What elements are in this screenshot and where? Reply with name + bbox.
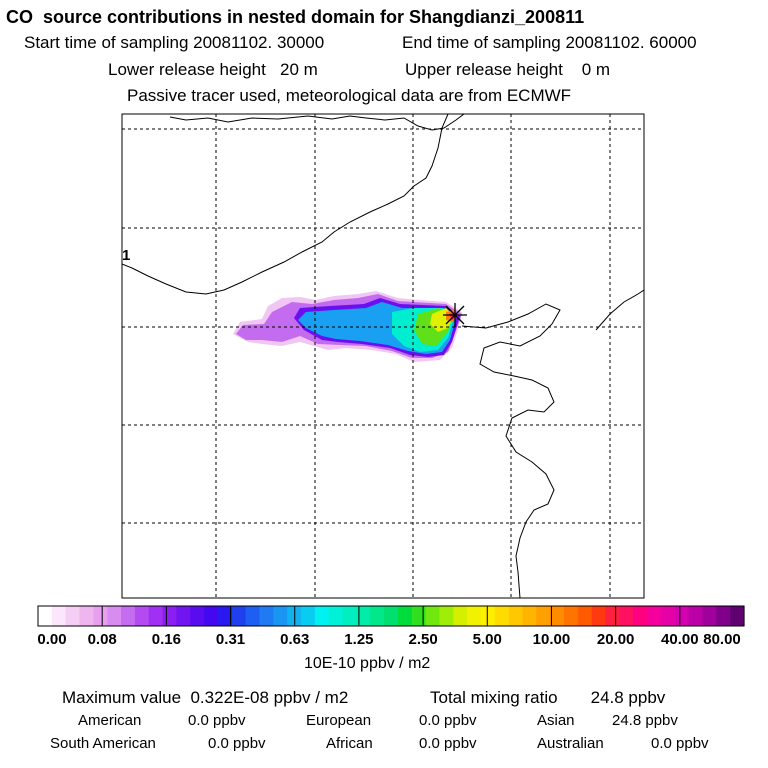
eastern-border-line xyxy=(122,114,449,295)
colorbar-tick-label: 0.31 xyxy=(215,631,246,648)
colorbar-swatch xyxy=(591,606,607,626)
colorbar-swatch xyxy=(439,606,454,626)
australian-value: 0.0 ppbv xyxy=(651,735,709,752)
colorbar-swatch xyxy=(273,606,288,626)
colorbar-swatch xyxy=(494,606,510,626)
colorbar-swatch xyxy=(342,606,357,626)
colorbar-swatch xyxy=(647,606,662,626)
sampling-end-label: End time of sampling 20081102. 60000 xyxy=(402,33,697,52)
colorbar-tick-label: 0.00 xyxy=(37,631,67,648)
colorbar-swatch xyxy=(162,606,178,626)
total-mixing-ratio: Total mixing ratio 24.8 ppbv xyxy=(430,688,666,707)
northern-border xyxy=(169,114,465,131)
colorbar-swatch xyxy=(134,606,150,626)
colorbar-swatch xyxy=(397,606,413,626)
colorbar-swatch xyxy=(702,606,717,626)
south-american-value: 0.0 ppbv xyxy=(208,735,266,752)
coastlines-and-borders xyxy=(122,114,644,598)
colorbar-swatch xyxy=(217,606,233,626)
colorbar-swatch xyxy=(660,606,676,626)
map-title: CO source contributions in nested domain… xyxy=(6,7,585,27)
colorbar-swatch xyxy=(633,606,648,626)
colorbar-swatch xyxy=(411,606,427,626)
colorbar-tick-label: 5.00 xyxy=(472,631,502,648)
colorbar-swatch xyxy=(674,606,690,626)
colorbar-swatch xyxy=(93,606,108,626)
colorbar-swatch xyxy=(619,606,634,626)
tracer-info: Passive tracer used, meteorological data… xyxy=(127,86,572,105)
colorbar-swatch xyxy=(716,606,731,626)
receptor-star-icon xyxy=(443,303,467,327)
colorbar-swatch xyxy=(508,606,524,626)
colorbar-swatch xyxy=(301,606,316,626)
colorbar-swatch xyxy=(65,606,81,626)
colorbar-swatch xyxy=(688,606,704,626)
colorbar-swatch xyxy=(730,606,745,626)
european-value: 0.0 ppbv xyxy=(419,712,477,729)
colorbar-swatch xyxy=(79,606,94,626)
asian-name: Asian xyxy=(537,712,575,729)
colorbar-tick-label: 40.00 xyxy=(661,631,699,648)
colorbar-swatch xyxy=(425,606,441,626)
colorbar-frame xyxy=(37,605,745,627)
colorbar-swatch xyxy=(176,606,191,626)
colorbar-swatch xyxy=(51,606,67,626)
colorbar-swatch xyxy=(550,606,565,626)
site-marker-label: 1 xyxy=(122,247,130,264)
american-name: American xyxy=(78,712,142,729)
colorbar-swatch xyxy=(328,606,344,626)
lower-release-height: Lower release height 20 m xyxy=(108,60,318,79)
colorbar-swatch xyxy=(522,606,537,626)
colorbar-swatch xyxy=(564,606,579,626)
colorbar-swatch xyxy=(148,606,164,626)
colorbar-swatch xyxy=(259,606,274,626)
colorbar-swatch xyxy=(577,606,593,626)
colorbar-swatch xyxy=(107,606,122,626)
colorbar-units: 10E-10 ppbv / m2 xyxy=(304,655,431,672)
colorbar-swatch xyxy=(605,606,621,626)
colorbar-tick-label: 20.00 xyxy=(596,631,635,648)
colorbar-tick-label: 0.63 xyxy=(280,631,310,648)
colorbar-swatch xyxy=(314,606,330,626)
colorbar-tick-label: 1.25 xyxy=(344,631,374,648)
colorbar xyxy=(37,605,745,627)
colorbar-tick-label: 0.16 xyxy=(151,631,181,648)
australian-name: Australian xyxy=(537,735,604,752)
colorbar-swatch xyxy=(356,606,371,626)
colorbar-swatch xyxy=(38,606,53,626)
colorbar-tick-label: 2.50 xyxy=(408,631,438,648)
colorbar-swatch xyxy=(204,606,219,626)
european-name: European xyxy=(306,712,372,729)
american-value: 0.0 ppbv xyxy=(188,712,246,729)
colorbar-swatch xyxy=(467,606,482,626)
map-frame xyxy=(121,113,645,599)
bohai-coastline xyxy=(461,303,561,598)
map-gridlines xyxy=(122,114,644,598)
colorbar-swatch xyxy=(231,606,247,626)
asian-value: 24.8 ppbv xyxy=(612,712,678,729)
colorbar-tick-label: 10.00 xyxy=(532,631,571,648)
upper-release-height: Upper release height 0 m xyxy=(405,60,611,79)
colorbar-swatch xyxy=(480,606,496,626)
maximum-value: Maximum value 0.322E-08 ppbv / m2 xyxy=(62,688,349,707)
african-name: African xyxy=(326,735,373,752)
colorbar-swatch xyxy=(384,606,399,626)
colorbar-swatch xyxy=(190,606,205,626)
south-american-name: South American xyxy=(50,735,156,752)
korea-border xyxy=(595,289,644,331)
colorbar-swatch xyxy=(245,606,261,626)
colorbar-swatch xyxy=(536,606,551,626)
sampling-start-label: Start time of sampling 20081102. 30000 xyxy=(24,33,325,52)
colorbar-tick-label: 80.00 xyxy=(703,631,741,648)
african-value: 0.0 ppbv xyxy=(419,735,477,752)
colorbar-swatch xyxy=(453,606,468,626)
colorbar-swatch xyxy=(370,606,385,626)
colorbar-tick-label: 0.08 xyxy=(87,631,117,648)
colorbar-swatch xyxy=(121,606,136,626)
